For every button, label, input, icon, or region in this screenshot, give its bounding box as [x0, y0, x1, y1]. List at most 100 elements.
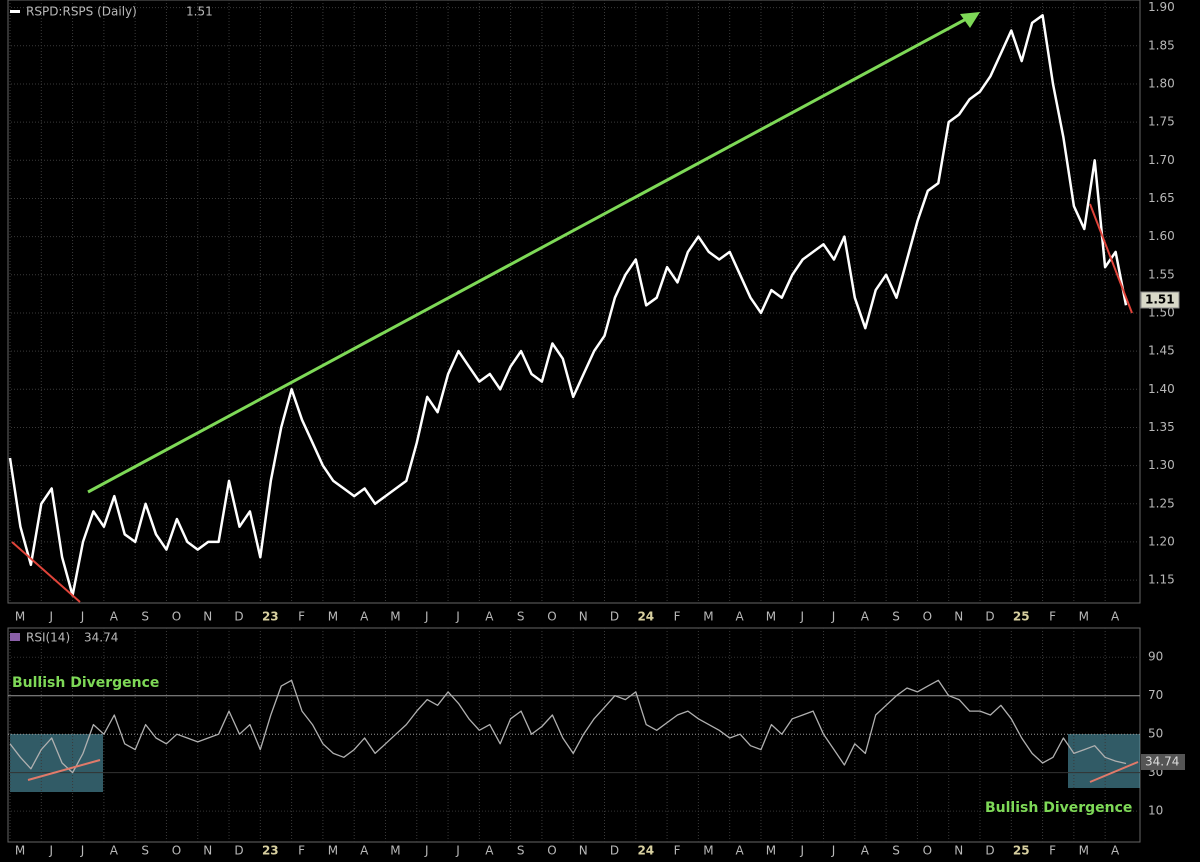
x-tick-label: M	[15, 610, 25, 624]
x-tick-label: A	[1111, 610, 1120, 624]
trend-arrow	[87, 16, 969, 494]
annotation: Bullish Divergence	[985, 800, 1132, 816]
legend-swatch	[10, 633, 20, 641]
x-tick-label: M	[328, 844, 338, 858]
x-tick-label: F	[674, 610, 681, 624]
trend-line	[27, 759, 101, 781]
x-tick-label: F	[674, 844, 681, 858]
x-tick-label: D	[610, 844, 619, 858]
trend-line	[1089, 203, 1133, 314]
highlight-box	[1068, 734, 1140, 788]
value-tag	[1141, 754, 1185, 770]
x-tick-label: D	[610, 610, 619, 624]
y-tick-label: 1.50	[1148, 305, 1175, 319]
y-tick-label: 1.60	[1148, 229, 1175, 243]
x-tick-label: J	[80, 610, 85, 624]
x-tick-label: J	[80, 844, 85, 858]
y-tick-label: 1.25	[1148, 496, 1175, 510]
x-tick-label: A	[360, 844, 369, 858]
y-tick-label: 1.30	[1148, 458, 1175, 472]
x-tick-label: A	[110, 844, 119, 858]
y-tick-label: 1.85	[1148, 38, 1175, 52]
x-tick-label: M	[390, 610, 400, 624]
data-line	[8, 14, 1128, 597]
y-tick-label: 1.15	[1148, 573, 1175, 587]
y-tick-label: 50	[1148, 727, 1163, 741]
x-tick-label: J	[455, 844, 460, 858]
x-tick-label: J	[799, 844, 804, 858]
x-tick-label: N	[954, 610, 963, 624]
x-tick-label: S	[141, 844, 149, 858]
x-tick-label: J	[831, 610, 836, 624]
x-tick-label: S	[517, 844, 525, 858]
x-tick-label: 25	[1013, 610, 1030, 624]
x-tick-label: O	[923, 844, 932, 858]
x-tick-label: O	[547, 844, 556, 858]
x-tick-label: N	[203, 844, 212, 858]
x-tick-label: M	[703, 610, 713, 624]
x-tick-label: A	[360, 610, 369, 624]
x-tick-label: S	[892, 610, 900, 624]
x-tick-label: M	[703, 844, 713, 858]
x-tick-label: A	[1111, 844, 1120, 858]
x-tick-label: N	[579, 610, 588, 624]
y-tick-label: 70	[1148, 688, 1163, 702]
y-tick-label: 1.75	[1148, 115, 1175, 129]
annotation: Bullish Divergence	[12, 675, 159, 691]
y-tick-label: 1.55	[1148, 267, 1175, 281]
x-tick-label: O	[923, 610, 932, 624]
x-tick-label: M	[1079, 844, 1089, 858]
x-tick-label: O	[172, 844, 181, 858]
x-tick-label: A	[736, 844, 745, 858]
legend-swatch	[10, 10, 20, 13]
x-tick-label: A	[861, 844, 870, 858]
value-tag-label: 1.51	[1145, 293, 1175, 307]
y-tick-label: 1.90	[1148, 0, 1175, 14]
x-tick-label: 24	[637, 844, 654, 858]
x-tick-label: D	[234, 844, 243, 858]
value-tag-label: 34.74	[1145, 755, 1179, 769]
x-tick-label: D	[234, 610, 243, 624]
x-tick-label: F	[1049, 610, 1056, 624]
x-tick-label: J	[49, 610, 54, 624]
y-tick-label: 1.35	[1148, 420, 1175, 434]
y-tick-label: 90	[1148, 650, 1163, 664]
x-tick-label: 25	[1013, 844, 1030, 858]
x-tick-label: J	[424, 610, 429, 624]
trend-line	[11, 541, 81, 603]
x-tick-label: N	[954, 844, 963, 858]
x-tick-label: D	[985, 844, 994, 858]
x-tick-label: J	[424, 844, 429, 858]
last-value: 1.51	[186, 5, 213, 19]
arrow-head	[960, 12, 980, 28]
x-tick-label: 23	[262, 844, 279, 858]
x-tick-label: D	[985, 610, 994, 624]
last-value: 34.74	[84, 631, 118, 645]
y-tick-label: 10	[1148, 804, 1163, 818]
x-tick-label: A	[110, 610, 119, 624]
x-tick-label: J	[831, 844, 836, 858]
x-tick-label: A	[485, 844, 494, 858]
price-panel	[7, 0, 1141, 604]
x-tick-label: S	[141, 610, 149, 624]
x-tick-label: O	[547, 610, 556, 624]
x-tick-label: S	[892, 844, 900, 858]
y-tick-label: 1.65	[1148, 191, 1175, 205]
x-tick-label: M	[328, 610, 338, 624]
x-tick-label: J	[799, 610, 804, 624]
y-tick-label: 1.70	[1148, 153, 1175, 167]
legend-label: RSPD:RSPS (Daily)	[26, 5, 137, 19]
x-tick-label: A	[736, 610, 745, 624]
x-tick-label: M	[766, 610, 776, 624]
x-tick-label: J	[455, 610, 460, 624]
x-tick-label: 23	[262, 610, 279, 624]
y-tick-label: 1.20	[1148, 534, 1175, 548]
x-tick-label: F	[298, 610, 305, 624]
x-tick-label: J	[49, 844, 54, 858]
x-tick-label: M	[15, 844, 25, 858]
x-tick-label: M	[390, 844, 400, 858]
y-tick-label: 1.80	[1148, 76, 1175, 90]
x-tick-label: O	[172, 610, 181, 624]
